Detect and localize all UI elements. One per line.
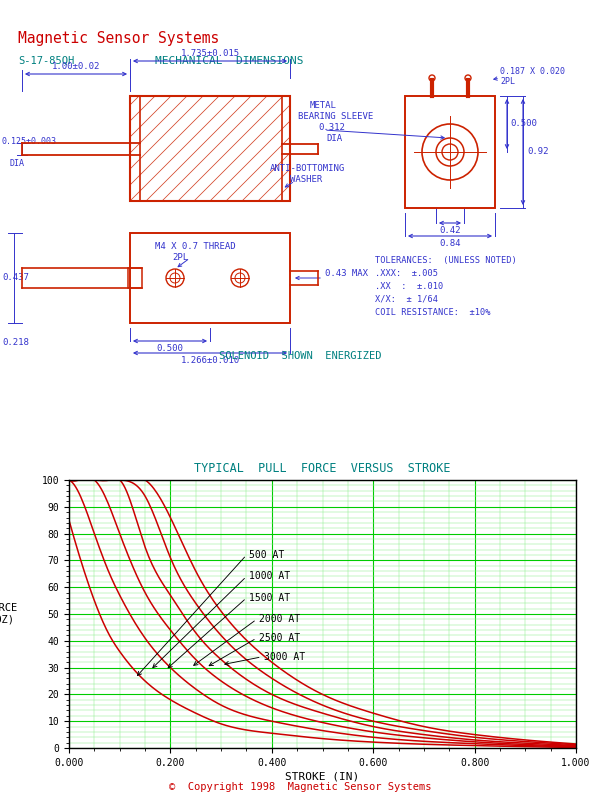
Text: X/X:  ± 1/64: X/X: ± 1/64 — [375, 295, 438, 304]
Text: DIA: DIA — [10, 158, 25, 167]
Text: .XXX:  ±.005: .XXX: ±.005 — [375, 269, 438, 278]
Text: 0.42: 0.42 — [439, 226, 461, 235]
Text: 2PL: 2PL — [500, 77, 515, 86]
Text: TOLERANCES:  (UNLESS NOTED): TOLERANCES: (UNLESS NOTED) — [375, 256, 517, 265]
Bar — [128, 268, 142, 288]
Text: 0.437: 0.437 — [2, 274, 29, 282]
Text: 0.92: 0.92 — [527, 147, 548, 157]
Text: 1000 AT: 1000 AT — [249, 571, 290, 582]
Text: ANTI-BOTTOMING: ANTI-BOTTOMING — [270, 164, 345, 173]
Text: 1.735±0.015: 1.735±0.015 — [181, 49, 239, 58]
Text: 2PL: 2PL — [172, 253, 188, 262]
X-axis label: STROKE (IN): STROKE (IN) — [286, 772, 359, 782]
Text: M4 X 0.7 THREAD: M4 X 0.7 THREAD — [155, 242, 236, 251]
Text: 1500 AT: 1500 AT — [249, 593, 290, 603]
Text: 500 AT: 500 AT — [249, 550, 284, 560]
Text: SOLENOID  SHOWN  ENERGIZED: SOLENOID SHOWN ENERGIZED — [219, 351, 381, 361]
Text: 0.500: 0.500 — [157, 344, 184, 353]
Text: BEARING SLEEVE: BEARING SLEEVE — [298, 112, 373, 121]
Text: ©  Copyright 1998  Magnetic Sensor Systems: © Copyright 1998 Magnetic Sensor Systems — [169, 782, 431, 792]
Text: 0.43 MAX: 0.43 MAX — [325, 269, 368, 278]
Text: 0.312: 0.312 — [318, 123, 345, 132]
Text: S-17-85QH: S-17-85QH — [18, 56, 74, 66]
Text: 1.266±0.010: 1.266±0.010 — [181, 356, 239, 365]
Bar — [130, 233, 290, 323]
Text: MECHANICAL  DIMENSIONS: MECHANICAL DIMENSIONS — [155, 56, 304, 66]
Text: DIA: DIA — [326, 134, 342, 143]
Text: 0.187 X 0.020: 0.187 X 0.020 — [500, 67, 565, 76]
Text: 0.218: 0.218 — [2, 338, 29, 347]
Bar — [405, 96, 495, 208]
Text: Magnetic Sensor Systems: Magnetic Sensor Systems — [18, 31, 219, 46]
Bar — [130, 96, 290, 201]
Text: 0.125±0.003: 0.125±0.003 — [2, 138, 57, 146]
Text: 2500 AT: 2500 AT — [259, 633, 300, 643]
Text: WASHER: WASHER — [290, 175, 322, 184]
Text: COIL RESISTANCE:  ±10%: COIL RESISTANCE: ±10% — [375, 308, 491, 317]
Text: 0.500: 0.500 — [510, 119, 537, 129]
Text: 0.84: 0.84 — [439, 239, 461, 248]
Text: METAL: METAL — [310, 101, 337, 110]
Text: 3000 AT: 3000 AT — [264, 652, 305, 662]
Text: .XX  :  ±.010: .XX : ±.010 — [375, 282, 443, 291]
Y-axis label: FORCE
(OZ): FORCE (OZ) — [0, 603, 19, 625]
Title: TYPICAL  PULL  FORCE  VERSUS  STROKE: TYPICAL PULL FORCE VERSUS STROKE — [194, 462, 451, 474]
Text: 1.00±0.02: 1.00±0.02 — [52, 62, 100, 71]
Text: 2000 AT: 2000 AT — [259, 614, 300, 624]
